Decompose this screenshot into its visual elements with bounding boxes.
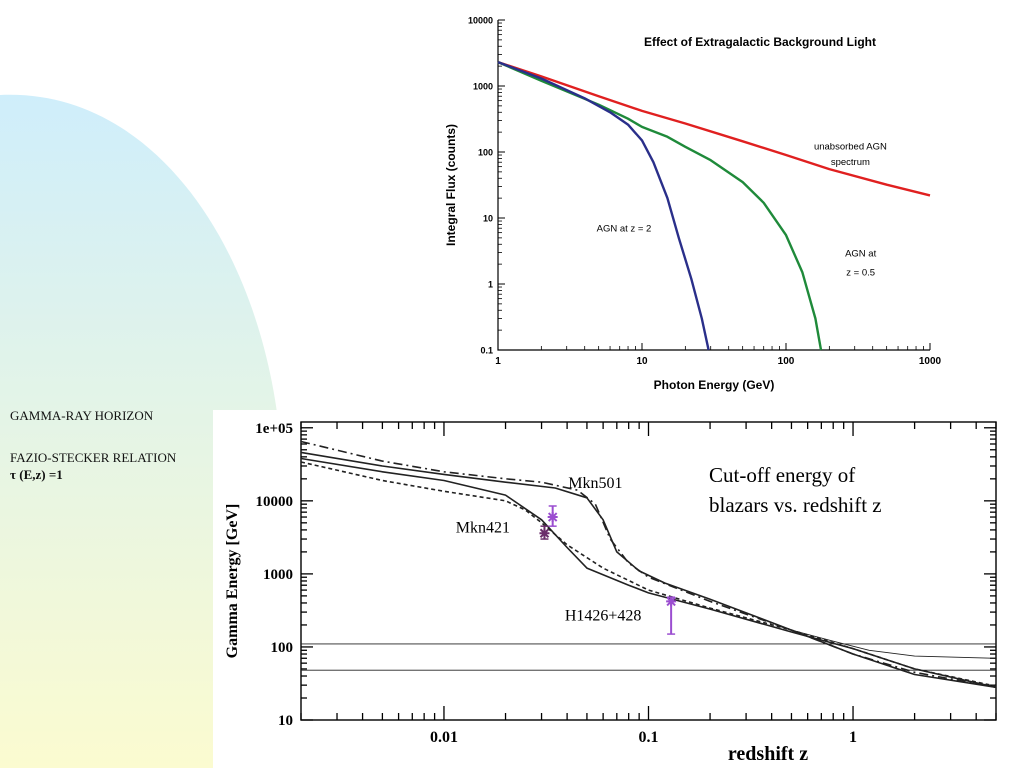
annotation-label: z = 0.5 — [846, 267, 875, 278]
data-point-Mkn421 — [539, 528, 550, 539]
y-tick-label: 1 — [488, 280, 493, 290]
y-tick-label: 1000 — [263, 567, 293, 583]
y-tick-label: 10000 — [468, 16, 493, 26]
x-tick-label: 100 — [778, 356, 795, 367]
series-line-1 — [300, 451, 997, 689]
data-point-Mkn501 — [547, 512, 558, 523]
annotation-label: AGN at z = 2 — [597, 224, 652, 235]
annotation-label: Mkn421 — [456, 519, 510, 536]
annotation-label: AGN at — [845, 249, 877, 260]
y-tick-label: 100 — [271, 640, 294, 656]
annotation-label: H1426+428 — [565, 608, 642, 625]
y-axis-label: Integral Flux (counts) — [444, 124, 458, 246]
ebl-flux-chart: 1 10 100 1000 0.1 1 10 100 1000 10000 Effect of Ex… — [440, 8, 960, 400]
series-line-3 — [300, 461, 997, 687]
x-tick-label: 1000 — [919, 356, 942, 367]
plot-axes — [497, 20, 930, 351]
series-line-6 — [791, 629, 997, 659]
x-axis-label: Photon Energy (GeV) — [654, 378, 775, 392]
x-tick-label: 0.01 — [430, 729, 458, 746]
x-tick-label: 1 — [495, 356, 501, 367]
y-tick-label: 10000 — [256, 494, 294, 510]
series-line-1 — [497, 60, 823, 351]
series-line-2 — [497, 60, 710, 351]
y-tick-label: 1e+05 — [255, 421, 293, 437]
plot-frame — [300, 421, 997, 721]
tau-relation-label: τ (E,z) =1 — [10, 467, 63, 482]
gamma-ray-horizon-label: GAMMA-RAY HORIZON — [10, 408, 154, 423]
cutoff-energy-chart: 0.01 0.1 1 10 100 1000 10000 1e+05 redshift z Gam… — [213, 410, 1024, 768]
series-line-0 — [497, 60, 931, 197]
y-tick-label: 10 — [278, 713, 293, 729]
fazio-stecker-label: FAZIO-STECKER RELATION — [10, 450, 177, 465]
series-line-0 — [300, 440, 997, 689]
x-tick-label: 0.1 — [639, 729, 659, 746]
y-tick-label: 100 — [478, 148, 493, 158]
annotation-label: unabsorbed AGN — [814, 141, 887, 152]
annotation-label: spectrum — [831, 157, 870, 168]
data-point-H1426+428 — [666, 596, 677, 607]
chart-title-line: blazars vs. redshift z — [709, 493, 882, 517]
x-axis-label: redshift z — [728, 743, 808, 765]
background-arc — [0, 94, 278, 768]
y-tick-label: 0.1 — [480, 346, 493, 356]
annotation-label: Mkn501 — [568, 475, 622, 492]
y-axis-label: Gamma Energy [GeV] — [224, 504, 241, 659]
x-tick-label: 1 — [849, 729, 857, 746]
chart-title-line: Cut-off energy of — [709, 463, 855, 487]
chart-title: Effect of Extragalactic Background Light — [644, 35, 876, 49]
series-line-2 — [300, 457, 997, 689]
y-tick-label: 10 — [483, 214, 493, 224]
x-tick-label: 10 — [636, 356, 648, 367]
y-tick-label: 1000 — [473, 82, 493, 92]
